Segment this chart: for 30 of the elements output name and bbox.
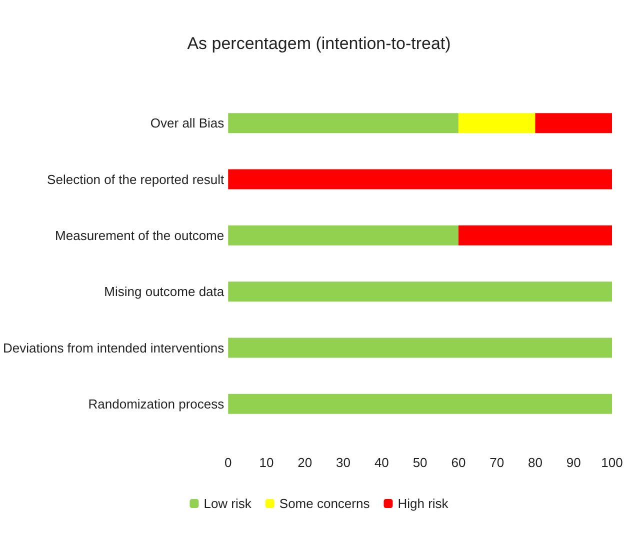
y-tick-label: Randomization process [88, 396, 225, 412]
chart-title: As percentagem (intention-to-treat) [187, 34, 451, 53]
x-tick-label: 20 [298, 455, 312, 470]
bar [228, 338, 612, 358]
bar [228, 225, 458, 246]
bar [458, 113, 536, 134]
x-tick-label: 30 [336, 455, 351, 470]
x-tick-label: 80 [528, 455, 542, 470]
y-tick-label: Over all Bias [150, 116, 225, 131]
y-tick-label: Deviations from intended interventions [2, 340, 225, 356]
legend-label: High risk [398, 496, 449, 511]
x-tick-label: 60 [451, 455, 466, 470]
x-tick-label: 100 [601, 455, 623, 470]
bar [228, 169, 612, 190]
legend-label: Some concerns [279, 496, 370, 511]
y-tick-label: Mising outcome data [104, 284, 225, 300]
legend-label: Low risk [204, 496, 252, 511]
x-tick-label: 90 [566, 455, 581, 470]
y-tick-label: Selection of the reported result [47, 172, 224, 187]
x-tick-label: 10 [259, 455, 274, 470]
bar [228, 394, 612, 414]
bar [228, 282, 612, 302]
x-tick-label: 70 [490, 455, 504, 470]
x-tick-label: 50 [412, 455, 428, 470]
y-tick-label: Measurement of the outcome [55, 228, 224, 243]
bar [228, 113, 458, 134]
bar [458, 225, 612, 246]
x-tick-label: 0 [224, 455, 232, 470]
x-tick-label: 40 [374, 455, 389, 470]
bar [535, 113, 612, 134]
